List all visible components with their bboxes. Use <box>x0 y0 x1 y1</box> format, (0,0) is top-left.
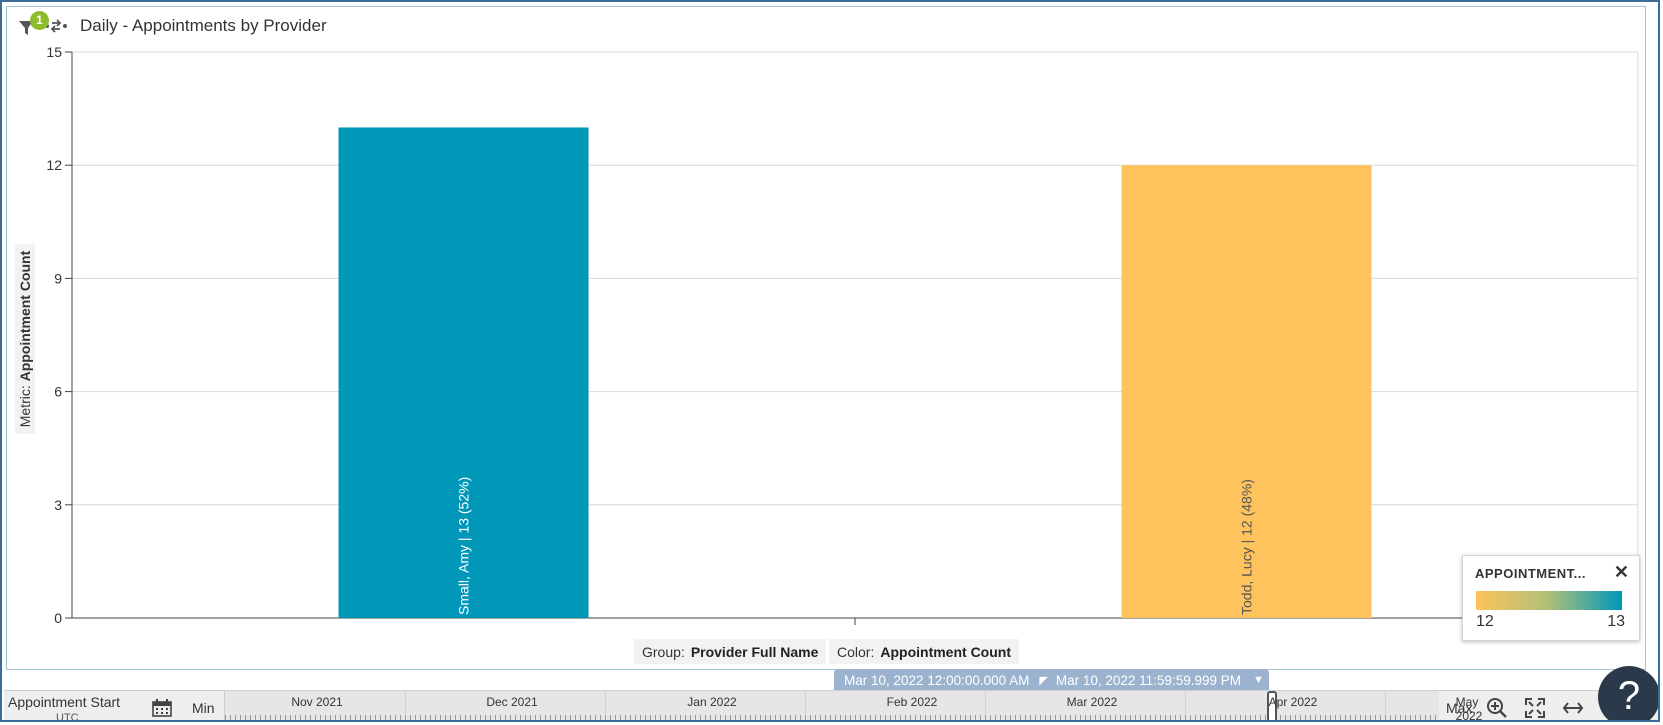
y-tick-label: 0 <box>54 610 62 626</box>
y-tick-label: 6 <box>54 384 62 400</box>
timeline-month-separator <box>805 691 806 715</box>
color-label: Color: <box>837 643 875 660</box>
timeline-month-separator <box>985 691 986 715</box>
timeline-ticks <box>225 715 1439 720</box>
timeline-label: Appointment Start <box>8 694 121 710</box>
group-value: Provider Full Name <box>690 643 819 660</box>
chart-title: Daily - Appointments by Provider <box>80 16 327 35</box>
fit-icon[interactable] <box>1524 697 1546 719</box>
y-tick-label: 15 <box>46 44 62 60</box>
filter-count-badge: 1 <box>30 11 49 30</box>
calendar-icon[interactable] <box>152 699 172 717</box>
chevron-down-icon[interactable]: ▼ <box>1252 674 1264 686</box>
timeline-track[interactable]: Nov 2021 Dec 2021 Jan 2022 Feb 2022 Mar 2022… <box>224 691 1482 720</box>
bar-data-label: Small, Amy | 13 (52%) <box>456 477 472 615</box>
legend-min: 12 <box>1476 613 1494 630</box>
range-separator-icon: ◤ <box>1039 674 1048 687</box>
legend-max: 13 <box>1607 613 1625 630</box>
timeline-month-separator <box>1385 691 1386 715</box>
y-tick-label: 12 <box>46 157 62 173</box>
range-start: Mar 10, 2022 12:00:00.000 AM <box>844 672 1030 688</box>
timeline-month-label: Feb 2022 <box>886 695 938 709</box>
zoom-in-icon[interactable] <box>1486 697 1508 719</box>
timeline-month-separator <box>405 691 406 715</box>
y-axis-label-value: Appointment Count <box>17 250 33 381</box>
timeline-month-separator <box>1185 691 1186 715</box>
close-icon[interactable]: ✕ <box>1613 562 1629 582</box>
legend-title: APPOINTMENT... <box>1475 566 1587 581</box>
legend-gradient <box>1476 591 1622 610</box>
bar <box>338 127 589 618</box>
timeline-month-label: Dec 2021 <box>486 695 538 709</box>
timeline-month-label: Apr 2022 <box>1268 695 1318 709</box>
chart-panel <box>6 6 1646 670</box>
timeline-min-button[interactable]: Min <box>192 700 215 716</box>
timeline-month-separator <box>605 691 606 715</box>
timeline-month-label: Mar 2022 <box>1066 695 1118 709</box>
y-axis-label-box <box>15 244 35 434</box>
widget-header: 1 Daily - Appointments by Provider <box>18 11 327 40</box>
bar-data-label: Todd, Lucy | 12 (48%) <box>1239 479 1255 615</box>
color-legend: APPOINTMENT... ✕ 12 13 <box>1462 555 1640 641</box>
group-label: Group: <box>642 643 685 660</box>
timeline-bar: Appointment Start UTC Min Nov 2021 Dec 20… <box>4 690 1658 722</box>
timeline-month-label: Nov 2021 <box>291 695 343 709</box>
timeline-handle[interactable] <box>1267 691 1277 720</box>
group-by-pill[interactable]: Group: Provider Full Name <box>634 639 827 664</box>
expand-horizontal-icon[interactable] <box>1562 697 1584 719</box>
selected-range[interactable]: Mar 10, 2022 12:00:00.000 AM ◤ Mar 10, 2… <box>834 669 1269 691</box>
color-value: Appointment Count <box>880 643 1011 660</box>
help-button[interactable]: ? <box>1598 666 1658 720</box>
filter-icon[interactable]: 1 <box>18 11 49 37</box>
color-by-pill[interactable]: Color: Appointment Count <box>829 639 1019 664</box>
range-end: Mar 10, 2022 11:59:59.999 PM <box>1055 672 1241 688</box>
timeline-month-label: May 2022 <box>1455 695 1483 722</box>
y-tick-label: 9 <box>54 270 62 286</box>
timeline-timezone: UTC <box>56 712 79 722</box>
y-axis-label-prefix: Metric: <box>17 381 33 427</box>
bar <box>1121 165 1372 618</box>
timeline-max-button[interactable]: Max <box>1446 700 1473 716</box>
y-tick-label: 3 <box>54 497 62 513</box>
bar-chart: 0 3 6 9 12 15 Small, Amy | 13 (52%) Todd, Lucy … <box>15 44 1639 626</box>
y-axis-label: Metric: Appointment Count <box>17 250 33 427</box>
timeline-month-label: Jan 2022 <box>687 695 737 709</box>
